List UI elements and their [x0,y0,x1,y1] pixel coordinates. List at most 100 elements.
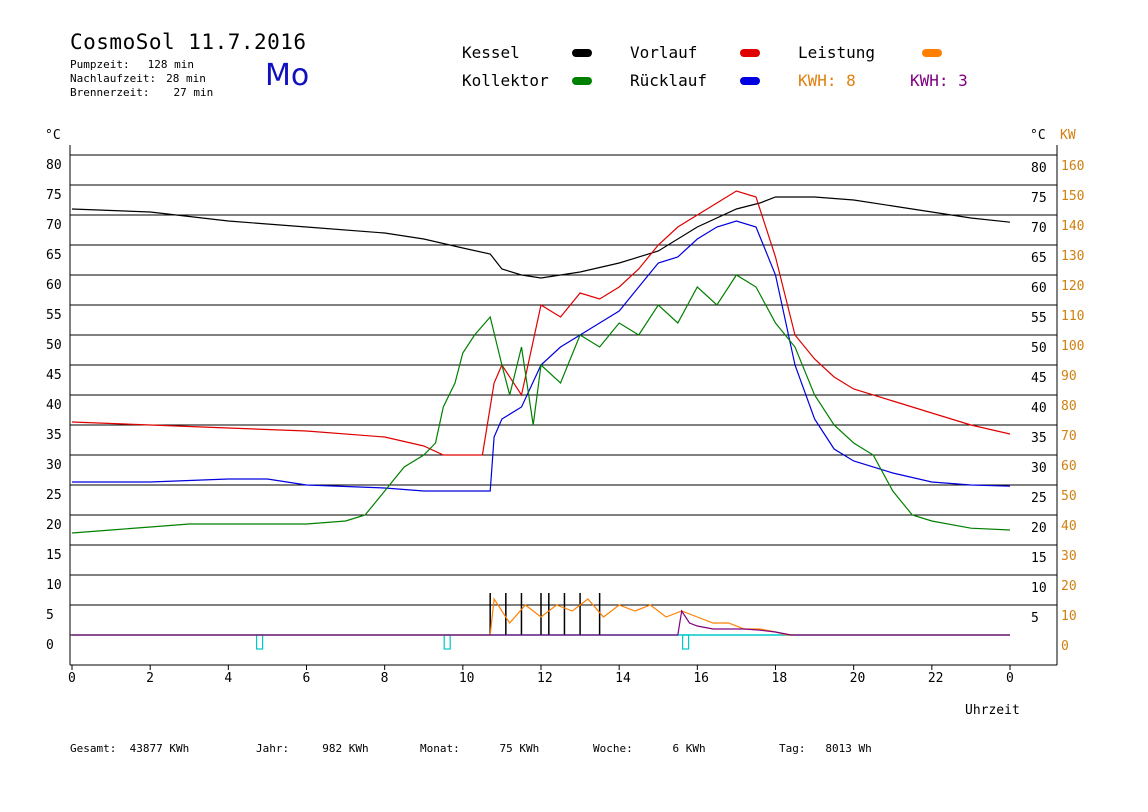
y-right-tick-label: 25 [1031,491,1047,506]
y2-tick-label: 70 [1061,429,1077,444]
burner-time-label: Brennerzeit: [70,86,150,99]
burner-time: Brennerzeit: 27 min [70,86,213,99]
y2-tick-label: 30 [1061,549,1077,564]
footer-gesamt-label: Gesamt: [70,742,117,755]
y-right-tick-label: 70 [1031,221,1047,236]
x-tick-label: 12 [537,671,553,686]
y-right-tick-label: 40 [1031,401,1047,416]
series-line-kessel [71,196,1011,279]
y-right-tick-label: 20 [1031,521,1047,536]
x-tick-label: 0 [1006,671,1014,686]
legend-kwh-purple: KWH: 3 [910,71,968,90]
y-tick-label: 40 [46,398,62,413]
y-tick-label: 70 [46,218,62,233]
y-right-tick-label: 30 [1031,461,1047,476]
y2-tick-label: 20 [1061,579,1077,594]
legend-leistung-swatch [922,49,942,57]
y2-tick-label: 90 [1061,369,1077,384]
y-tick-label: 10 [46,578,62,593]
pump-marker [443,634,451,650]
footer-jahr-label: Jahr: [256,742,290,755]
y-tick-label: 20 [46,518,62,533]
legend-vorlauf: Vorlauf [630,43,698,62]
x-tick-label: 20 [850,671,866,686]
legend-kessel: Kessel [462,43,520,62]
y-right-tick-label: 65 [1031,251,1047,266]
y2-tick-label: 100 [1061,339,1084,354]
y2-tick-label: 80 [1061,399,1077,414]
y-tick-label: 75 [46,188,62,203]
y-tick-label: 45 [46,368,62,383]
pump-time-label: Pumpzeit: [70,58,130,71]
x-tick-label: 8 [381,671,389,686]
y2-tick-label: 130 [1061,249,1084,264]
legend-kwh-orange: KWH: 8 [798,71,856,90]
y2-tick-label: 150 [1061,189,1084,204]
legend-leistung: Leistung [798,43,876,62]
footer-gesamt: Gesamt: 43877 KWh [70,742,189,755]
pump-marker [682,634,690,650]
legend-vorlauf-swatch [740,49,760,57]
x-tick-label: 4 [224,671,232,686]
y2-tick-label: 50 [1061,489,1077,504]
footer-gesamt-value: 43877 KWh [129,742,190,755]
footer-jahr: Jahr: 982 KWh [256,742,369,755]
x-tick-label: 0 [68,671,76,686]
follow-time: Nachlaufzeit: 28 min [70,72,206,85]
y2-tick-label: 110 [1061,309,1084,324]
y2-tick-label: 120 [1061,279,1084,294]
y-right-tick-label: 80 [1031,161,1047,176]
y-right-tick-label: 15 [1031,551,1047,566]
burner-time-value: 27 min [173,86,214,99]
pump-time-value: 128 min [147,58,194,71]
footer-tag-value: 8013 Wh [825,742,872,755]
y-right-tick-label: 45 [1031,371,1047,386]
y2-tick-label: 40 [1061,519,1077,534]
y2-tick-label: 60 [1061,459,1077,474]
y-tick-label: 15 [46,548,62,563]
y-tick-label: 50 [46,338,62,353]
follow-time-value: 28 min [166,72,206,85]
y2-tick-label: 0 [1061,639,1069,654]
y-tick-label: 0 [46,638,54,653]
y2-tick-label: 10 [1061,609,1077,624]
y-right-tick-label: 10 [1031,581,1047,596]
y-right-tick-label: 5 [1031,611,1039,626]
follow-time-label: Nachlaufzeit: [70,72,157,85]
x-axis-label: Uhrzeit [965,703,1020,718]
y-right-tick-label: 35 [1031,431,1047,446]
y-right-tick-label: 50 [1031,341,1047,356]
series-line-r-cklauf [72,220,1011,492]
legend-kollektor-swatch [572,77,592,85]
footer-woche: Woche: 6 KWh [593,742,706,755]
x-tick-label: 10 [459,671,475,686]
pump-marker [256,634,264,650]
legend-kollektor: Kollektor [462,71,549,90]
legend-ruecklauf: Rücklauf [630,71,708,90]
footer-tag: Tag: 8013 Wh [779,742,872,755]
pump-time: Pumpzeit: 128 min [70,58,194,71]
x-tick-label: 22 [928,671,944,686]
y-tick-label: 35 [46,428,62,443]
weekday: Mo [265,58,310,93]
footer-monat-label: Monat: [420,742,460,755]
x-tick-label: 14 [615,671,631,686]
y2-tick-label: 160 [1061,159,1084,174]
y-right-tick-label: 60 [1031,281,1047,296]
footer-monat: Monat: 75 KWh [420,742,539,755]
y-tick-label: 80 [46,158,62,173]
y-tick-label: 25 [46,488,62,503]
footer-monat-value: 75 KWh [499,742,540,755]
footer-woche-label: Woche: [593,742,633,755]
footer-woche-value: 6 KWh [672,742,706,755]
y-tick-label: 5 [46,608,54,623]
y-tick-label: 55 [46,308,62,323]
y-right-tick-label: 55 [1031,311,1047,326]
y2-axis-unit: KW [1060,128,1076,143]
x-tick-label: 18 [772,671,788,686]
x-tick-label: 6 [303,671,311,686]
y2-tick-label: 140 [1061,219,1084,234]
x-tick-label: 16 [693,671,709,686]
series-line-kwh-3 [72,609,1010,636]
